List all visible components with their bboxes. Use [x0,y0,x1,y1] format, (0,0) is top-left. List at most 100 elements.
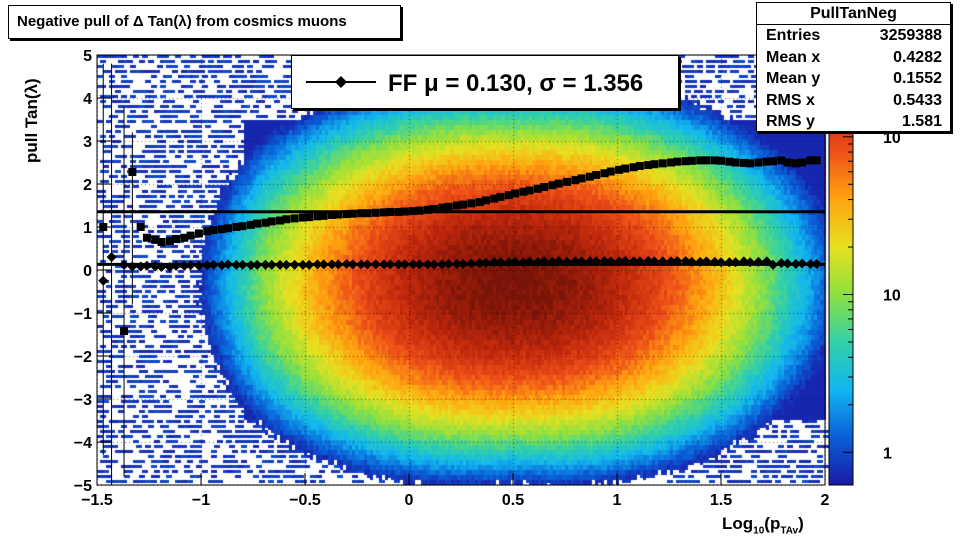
x-tick-label: 1 [613,492,622,509]
y-tick-label: 3 [83,134,92,151]
mean-point [98,275,109,286]
x-tick-label: −0.5 [289,492,321,509]
rms-point [246,220,255,229]
rms-point [496,192,505,201]
rms-point [475,198,484,207]
rms-point [762,157,771,166]
rms-point [298,213,307,222]
rms-point [600,169,609,178]
rms-point [783,158,792,167]
rms-point [290,214,299,223]
rms-point [519,187,528,196]
rms-point [548,181,557,190]
rms-point [629,163,638,172]
rms-point [615,165,624,174]
x-tick-label: 2 [821,492,830,509]
rms-point [444,202,453,211]
rms-point [533,184,542,193]
rms-point [710,156,719,165]
y-tick-label: 5 [83,48,92,65]
rms-point [673,157,682,166]
rms-point [194,229,203,238]
rms-point [481,196,490,205]
rms-point [172,235,181,244]
x-tick-label: −1.5 [81,492,113,509]
rms-point [681,157,690,166]
rms-point [606,167,615,176]
rms-point [224,224,233,233]
stats-title: PullTanNeg [757,3,950,25]
rms-point [459,200,468,209]
rms-point [180,233,189,242]
rms-point [342,210,351,219]
plot-frame [96,54,826,486]
rms-point [142,233,151,242]
rms-point [554,179,563,188]
rms-point [261,218,270,227]
legend-label: FF μ = 0.130, σ = 1.356 [388,70,644,97]
rms-point [334,210,343,219]
rms-point [696,156,705,165]
rms-point [120,327,129,336]
rms-point [467,199,476,208]
rms-point [806,156,815,165]
z-tick-label: 1 [883,445,892,462]
rms-point [157,238,166,247]
rms-point [136,223,145,231]
x-tick-label: 0 [405,492,414,509]
stats-row-rms-y: RMS y 1.581 [766,113,942,130]
rms-point [423,205,432,214]
stats-row-entries: Entries 3259388 [766,27,942,44]
rms-point [128,167,137,176]
rms-point [621,164,630,173]
rms-point [313,212,322,221]
z-tick-label: 10 [883,130,901,147]
rms-point [687,156,696,165]
rms-point [305,213,314,222]
rms-point [319,211,328,220]
rms-point [702,156,711,165]
rms-point [650,160,659,169]
rms-point [812,156,821,165]
rms-point [658,159,667,168]
y-tick-label: 1 [83,220,92,237]
rms-point [165,237,174,246]
rms-point [276,216,285,225]
y-tick-label: 4 [83,91,92,108]
stats-row-mean-x: Mean x 0.4282 [766,48,942,66]
x-axis-label: Log10(pTAv) [722,514,804,537]
rms-point [253,219,262,228]
rms-point [232,223,241,231]
rms-point [151,235,160,244]
rms-point [577,174,586,183]
rms-point [754,158,763,167]
rms-point [203,227,212,236]
rms-point [739,158,748,167]
rms-point [363,209,372,218]
rms-point [525,186,534,195]
rms-point [717,156,725,165]
rms-point [328,210,337,219]
rms-point [348,209,357,218]
legend-diamond-marker [306,76,376,88]
rms-point [635,161,644,170]
rms-point [571,176,580,185]
y-tick-label: −3 [74,392,92,409]
rms-point [452,201,461,210]
rms-point [490,194,499,203]
rms-point [504,191,513,200]
rms-point [540,183,549,192]
stats-row-mean-y: Mean y 0.1552 [766,70,942,87]
rms-point [791,159,800,168]
rms-point [357,209,366,218]
rms-point [777,156,786,165]
rms-point [644,161,653,170]
rms-point [585,172,594,181]
rms-point [667,158,676,167]
rms-point [186,231,195,240]
x-tick-label: 0.5 [502,492,524,509]
stats-box: PullTanNeg Entries 3259388 Mean x 0.4282 M… [756,2,951,132]
rms-point [563,177,572,186]
legend: FF μ = 0.130, σ = 1.356 [291,55,679,109]
rms-point [746,159,755,168]
